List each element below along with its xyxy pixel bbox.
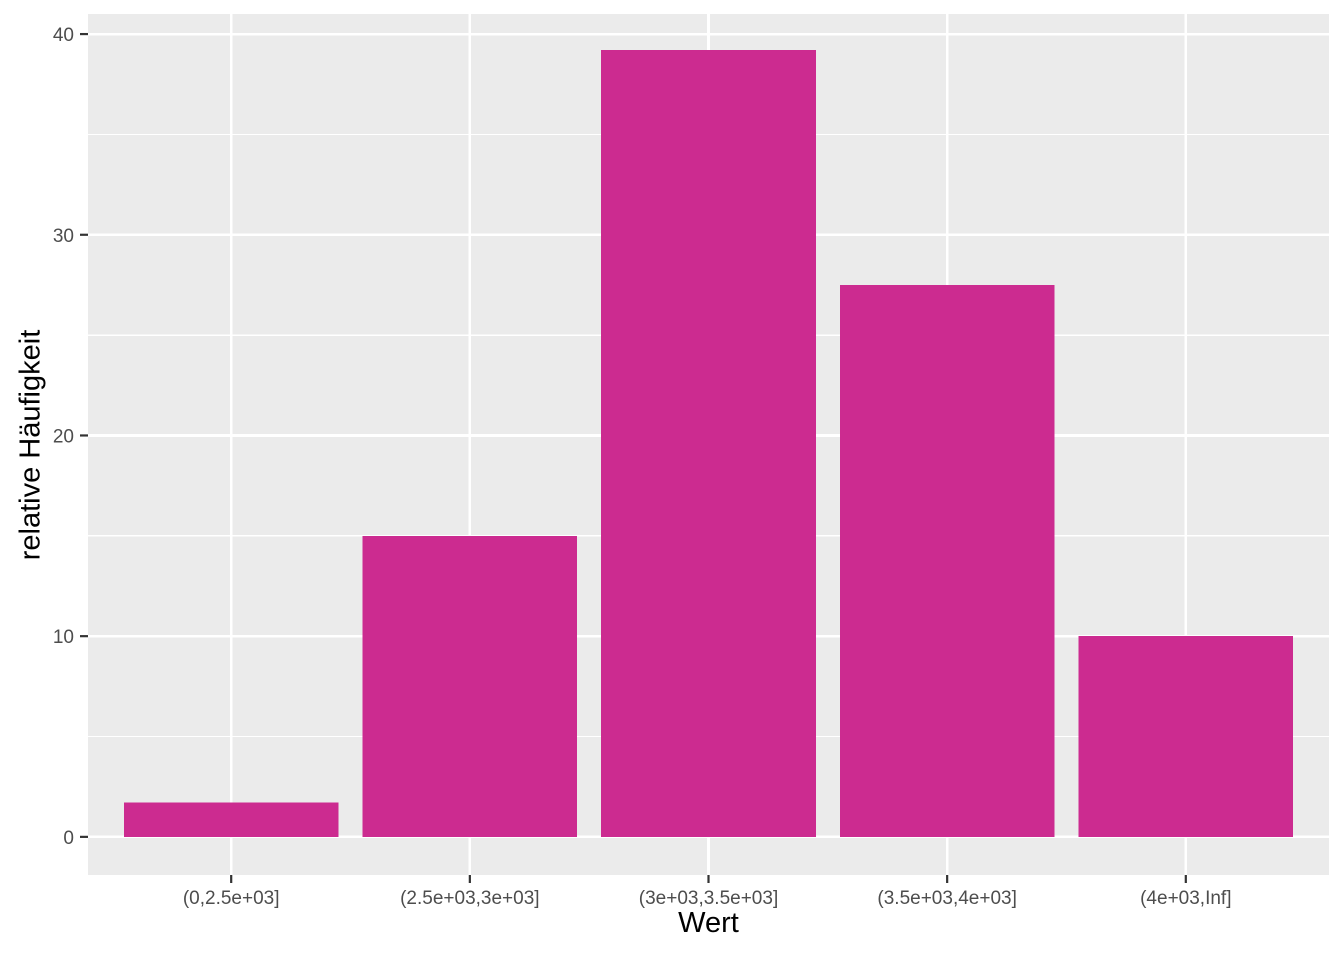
x-tick-label: (3.5e+03,4e+03] <box>877 888 1016 909</box>
x-tick-label: (2.5e+03,3e+03] <box>400 888 539 909</box>
x-axis-title: Wert <box>678 907 739 939</box>
x-tick-label: (4e+03,Inf] <box>1140 888 1231 909</box>
y-tick-label: 0 <box>63 828 74 849</box>
y-axis-title: relative Häufigkeit <box>14 329 47 561</box>
x-tick-label: (3e+03,3.5e+03] <box>639 888 778 909</box>
bar-(3.5e+03,4e+03] <box>839 284 1055 837</box>
y-tick-label: 20 <box>53 426 74 447</box>
y-tick-label: 10 <box>53 627 74 648</box>
y-tick-label: 40 <box>53 25 74 46</box>
bar-(4e+03,Inf] <box>1078 636 1294 837</box>
x-tick-label: (0,2.5e+03] <box>183 888 280 909</box>
bar-(0,2.5e+03] <box>123 802 339 837</box>
y-tick-label: 30 <box>53 226 74 247</box>
bar-(2.5e+03,3e+03] <box>362 535 578 837</box>
bar-(3e+03,3.5e+03] <box>601 50 816 837</box>
